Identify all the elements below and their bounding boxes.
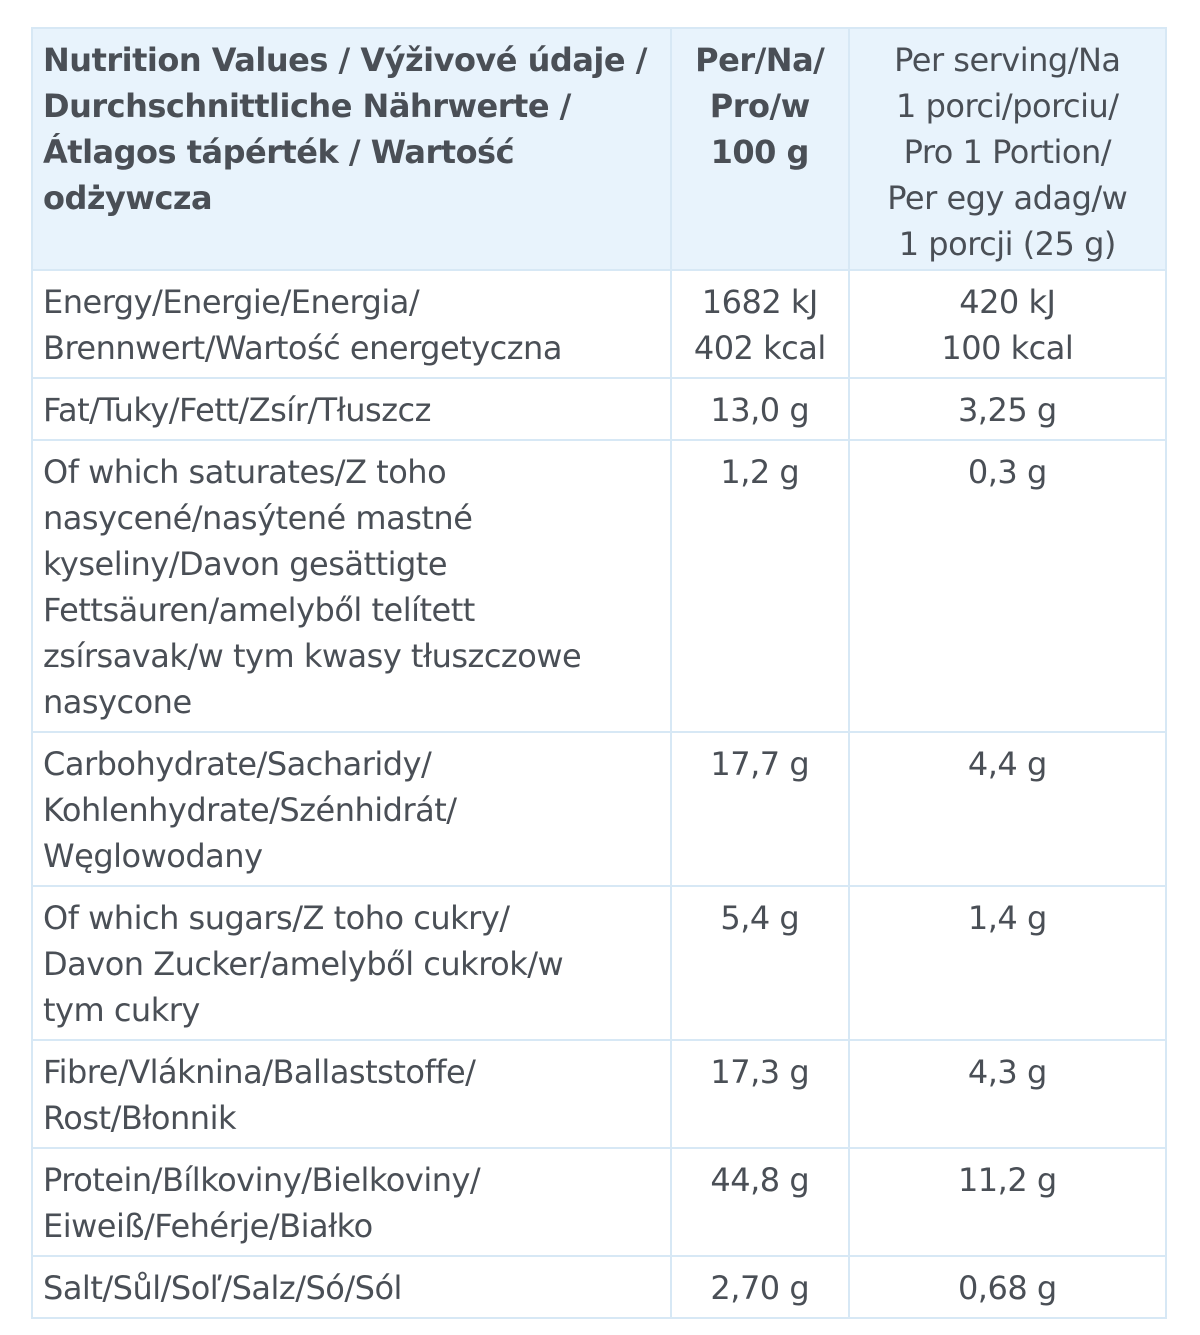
table-body: Energy/Energie/Energia/ Brennwert/Wartoś… xyxy=(31,269,1168,1319)
header-per-serving: Per serving/Na 1 porci/porciu/ Pro 1 Por… xyxy=(847,27,1168,271)
nutrient-name: Fibre/Vláknina/Ballaststoffe/ Rost/Błonn… xyxy=(31,1039,672,1149)
value-per-100g: 5,4 g xyxy=(669,885,850,1041)
header-row: Nutrition Values / Výživové údaje / Durc… xyxy=(31,27,1168,271)
header-nutrient-name: Nutrition Values / Výživové údaje / Durc… xyxy=(31,27,672,271)
value-per-serving: 0,3 g xyxy=(847,439,1168,733)
value-per-serving: 3,25 g xyxy=(847,377,1168,441)
value-per-100g: 44,8 g xyxy=(669,1147,850,1257)
table-header: Nutrition Values / Výživové údaje / Durc… xyxy=(31,27,1168,271)
table-row-fat: Fat/Tuky/Fett/Zsír/Tłuszcz 13,0 g 3,25 g xyxy=(31,377,1168,441)
nutrient-name: Carbohydrate/Sacharidy/ Kohlenhydrate/Sz… xyxy=(31,731,672,887)
value-per-serving: 1,4 g xyxy=(847,885,1168,1041)
nutrient-name: Of which sugars/Z toho cukry/ Davon Zuck… xyxy=(31,885,672,1041)
value-per-serving: 420 kJ 100 kcal xyxy=(847,269,1168,379)
table-row-sugars: Of which sugars/Z toho cukry/ Davon Zuck… xyxy=(31,885,1168,1041)
table-row-salt: Salt/Sůl/Soľ/Salz/Só/Sól 2,70 g 0,68 g xyxy=(31,1255,1168,1319)
table-row-carbohydrate: Carbohydrate/Sacharidy/ Kohlenhydrate/Sz… xyxy=(31,731,1168,887)
table-row-fibre: Fibre/Vláknina/Ballaststoffe/ Rost/Błonn… xyxy=(31,1039,1168,1149)
value-per-100g: 17,3 g xyxy=(669,1039,850,1149)
value-per-100g: 13,0 g xyxy=(669,377,850,441)
nutrition-table: Nutrition Values / Výživové údaje / Durc… xyxy=(31,27,1168,1319)
nutrient-name: Of which saturates/Z toho nasycené/nasýt… xyxy=(31,439,672,733)
value-per-100g: 17,7 g xyxy=(669,731,850,887)
value-per-100g: 2,70 g xyxy=(669,1255,850,1319)
nutrient-name: Protein/Bílkoviny/Bielkoviny/ Eiweiß/Feh… xyxy=(31,1147,672,1257)
header-per-100g: Per/Na/ Pro/w 100 g xyxy=(669,27,850,271)
value-per-100g: 1,2 g xyxy=(669,439,850,733)
table-row-saturates: Of which saturates/Z toho nasycené/nasýt… xyxy=(31,439,1168,733)
value-per-serving: 4,3 g xyxy=(847,1039,1168,1149)
value-per-100g: 1682 kJ 402 kcal xyxy=(669,269,850,379)
value-per-serving: 4,4 g xyxy=(847,731,1168,887)
nutrient-name: Energy/Energie/Energia/ Brennwert/Wartoś… xyxy=(31,269,672,379)
value-per-serving: 11,2 g xyxy=(847,1147,1168,1257)
value-per-serving: 0,68 g xyxy=(847,1255,1168,1319)
nutrient-name: Salt/Sůl/Soľ/Salz/Só/Sól xyxy=(31,1255,672,1319)
table-row-energy: Energy/Energie/Energia/ Brennwert/Wartoś… xyxy=(31,269,1168,379)
nutrient-name: Fat/Tuky/Fett/Zsír/Tłuszcz xyxy=(31,377,672,441)
table-row-protein: Protein/Bílkoviny/Bielkoviny/ Eiweiß/Feh… xyxy=(31,1147,1168,1257)
